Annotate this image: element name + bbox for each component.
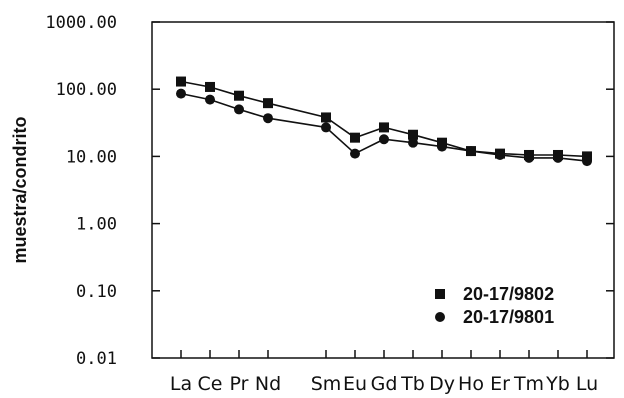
circle-marker (234, 104, 244, 115)
square-marker (205, 81, 215, 92)
x-tick-label: Eu (343, 373, 367, 395)
y-tick-label: 0.01 (76, 349, 117, 369)
circle-marker (408, 137, 418, 148)
square-marker (350, 132, 360, 143)
x-tick-label: Gd (371, 373, 398, 395)
legend-label: 20-17/9801 (463, 307, 554, 327)
x-tick-label: Er (490, 373, 510, 395)
x-axis-ticks: La Ce Pr Nd Sm Eu Gd Tb Dy Ho Er Tm Yb Lu (170, 350, 598, 395)
circle-marker (321, 122, 331, 133)
circle-marker (524, 152, 534, 163)
circle-marker (553, 152, 563, 163)
square-marker (379, 122, 389, 133)
circle-marker (437, 141, 447, 152)
plot-frame (151, 21, 615, 359)
circle-marker (176, 88, 186, 99)
series-layer (176, 76, 592, 167)
legend: 20-17/9802 20-17/9801 (435, 284, 554, 327)
x-tick-label: Ho (458, 373, 484, 395)
x-tick-label: Sm (311, 373, 342, 395)
x-tick-label: Nd (255, 373, 281, 395)
y-tick-label: 100.00 (56, 80, 117, 100)
circle-marker (350, 148, 360, 159)
circle-marker (379, 134, 389, 145)
x-tick-label: Tb (400, 373, 425, 395)
x-tick-label: Pr (230, 373, 249, 395)
square-marker (176, 76, 186, 87)
x-tick-label: Tm (513, 373, 544, 395)
circle-marker (263, 113, 273, 124)
circle-marker (495, 149, 505, 160)
legend-label: 20-17/9802 (463, 284, 554, 304)
x-tick-label: Dy (429, 373, 455, 395)
circle-marker (205, 94, 215, 105)
circle-marker (466, 146, 476, 157)
x-tick-label: Yb (545, 373, 570, 395)
circle-marker (582, 156, 592, 167)
y-tick-label: 1.00 (76, 215, 117, 235)
square-marker (321, 112, 331, 123)
y-tick-label: 10.00 (66, 147, 117, 167)
legend-square-marker (435, 289, 445, 299)
x-tick-label: Lu (576, 373, 598, 395)
square-marker (263, 98, 273, 109)
square-marker (408, 129, 418, 140)
y-axis-label: muestra/condrito (10, 116, 30, 263)
y-tick-label: 1000.00 (45, 13, 117, 33)
y-tick-label: 0.10 (76, 282, 117, 302)
square-marker (234, 90, 244, 101)
legend-circle-marker (435, 312, 445, 322)
x-tick-label: Ce (198, 373, 223, 395)
y-axis-ticks: 1000.00 100.00 10.00 1.00 0.10 0.01 (45, 13, 614, 369)
x-tick-label: La (170, 373, 192, 395)
